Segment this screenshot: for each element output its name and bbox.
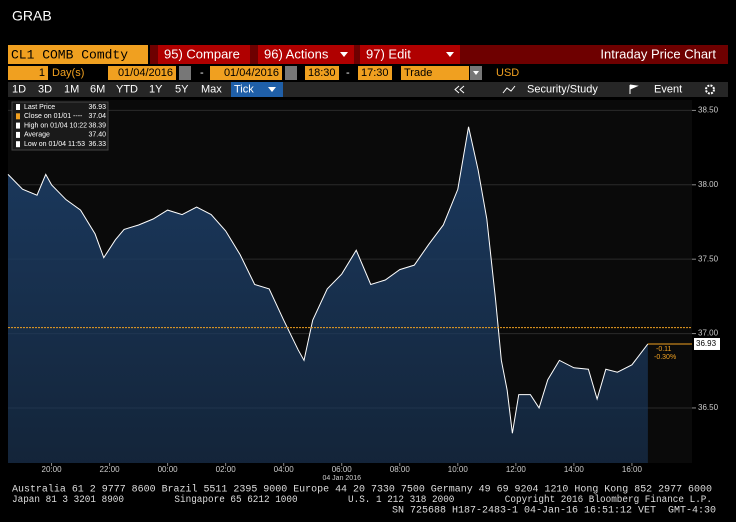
- area: [8, 126, 648, 463]
- legend-label: Last Price: [24, 104, 55, 111]
- x-tick-label: 06:00: [332, 465, 353, 474]
- x-tick-label: 02:00: [216, 465, 237, 474]
- command-button[interactable]: [158, 45, 250, 64]
- change-pct-label: -0.30%: [654, 354, 676, 361]
- legend-symbol: [16, 104, 20, 110]
- price-line: [7, 126, 649, 434]
- period: 1: [39, 67, 45, 79]
- x-date-label: 04 Jan 2016: [322, 475, 361, 482]
- tab[interactable]: 6M: [90, 83, 105, 95]
- settings-icon[interactable]: [705, 84, 715, 95]
- tab[interactable]: 5Y: [175, 83, 189, 95]
- legend-label: Close on 01/01 ----: [24, 113, 83, 120]
- page-title: Intraday Price Chart: [600, 46, 716, 61]
- tab[interactable]: 3D: [38, 83, 52, 95]
- legend-value: 38.39: [88, 122, 106, 129]
- window-title: GRAB: [12, 8, 52, 24]
- start-date: 01/04/2016: [118, 67, 173, 79]
- tab-group: 1D 3D 1M 6M YTD 1Y 5Y Max Tick: [12, 82, 283, 97]
- tab[interactable]: YTD: [116, 83, 138, 95]
- x-tick-label: 20:00: [42, 465, 63, 474]
- command-button[interactable]: [258, 45, 354, 64]
- x-tick-label: 10:00: [448, 465, 469, 474]
- tab[interactable]: Tick: [234, 83, 254, 95]
- tab[interactable]: 1Y: [149, 83, 163, 95]
- legend-symbol: [16, 141, 20, 148]
- collapse-icon[interactable]: [454, 85, 465, 94]
- y-tick-label: 38.50: [698, 106, 719, 115]
- end-date-field[interactable]: [210, 66, 282, 80]
- command-label: 95) Compare: [164, 46, 240, 61]
- x-tick-label: 00:00: [158, 465, 179, 474]
- last-price-label: 36.93: [696, 339, 717, 348]
- chart: 36.50 37.00 37.50 38.00 38.50 36.93 -0.11-0.30…: [7, 100, 720, 482]
- tab-bar: [8, 82, 728, 97]
- legend-symbol: [16, 131, 20, 138]
- ticker-field[interactable]: [8, 45, 148, 64]
- ticker: CL1 COMB Comdty: [11, 47, 128, 62]
- dropdown-arrow: [446, 52, 454, 57]
- study-icon: [502, 85, 516, 94]
- end-time: 17:30: [361, 67, 389, 79]
- toolbar-button[interactable]: Event: [654, 83, 682, 95]
- x-tick-label: 08:00: [390, 465, 411, 474]
- y-tick-label: 36.50: [698, 403, 719, 412]
- legend-symbol: [16, 122, 20, 129]
- start-date-field[interactable]: [108, 66, 176, 80]
- tab-arrow: [268, 87, 276, 92]
- currency: USD: [496, 67, 519, 79]
- event-icon: [629, 84, 639, 94]
- y-tick-label: 38.00: [698, 180, 719, 189]
- start-time: 18:30: [308, 67, 336, 79]
- x-tick-label: 22:00: [100, 465, 121, 474]
- time-separator: -: [346, 67, 350, 79]
- last-price-flag: [694, 337, 720, 350]
- y-tick-label: 37.00: [698, 329, 719, 338]
- end-time-field[interactable]: [358, 66, 392, 80]
- footer-line: SN 725688 H187-2483-1 04-Jan-16 16:51:12…: [392, 506, 716, 517]
- start-time-field[interactable]: [305, 66, 339, 80]
- calendar-icon[interactable]: [179, 66, 191, 80]
- x-tick-label: 12:00: [506, 465, 527, 474]
- x-tick-label: 16:00: [622, 465, 643, 474]
- period-unit: Day(s): [52, 67, 84, 79]
- tab[interactable]: 1D: [12, 83, 26, 95]
- command-label: 97) Edit: [366, 46, 411, 61]
- legend: [11, 101, 109, 151]
- legend-label: Low on 01/04 11:53: [24, 141, 85, 148]
- tab[interactable]: Max: [201, 83, 222, 95]
- dropdown-arrow: [473, 71, 479, 75]
- x-tick-label: 04:00: [274, 465, 295, 474]
- legend-value: 37.04: [88, 113, 106, 120]
- legend-value: 37.40: [88, 132, 106, 139]
- active-tab[interactable]: [231, 82, 283, 97]
- period-field[interactable]: [8, 66, 48, 80]
- legend-value: 36.33: [88, 141, 106, 148]
- x-tick-label: 14:00: [564, 465, 585, 474]
- footer-line: Japan 81 3 3201 8900 Singapore 65 6212 1…: [12, 494, 712, 506]
- footer-line: Australia 61 2 9777 8600 Brazil 5511 239…: [12, 484, 712, 496]
- field-select[interactable]: [401, 66, 469, 80]
- y-tick-label: 37.50: [698, 254, 719, 263]
- legend-value: 36.93: [88, 104, 106, 111]
- toolbar-button[interactable]: Security/Study: [527, 83, 598, 95]
- end-date: 01/04/2016: [224, 67, 279, 79]
- button-group: 95) Compare 96) Actions 97) Edit: [158, 45, 460, 64]
- legend-symbol: [16, 113, 20, 120]
- footer: Australia 61 2 9777 8600 Brazil 5511 239…: [12, 484, 716, 517]
- calendar-icon[interactable]: [285, 66, 297, 80]
- change-label: -0.11: [656, 346, 672, 353]
- legend-label: Average: [24, 132, 50, 139]
- dropdown-arrow: [340, 52, 348, 57]
- legend-label: High on 01/04 10:22: [24, 122, 87, 129]
- command-label: 96) Actions: [264, 46, 329, 61]
- tab[interactable]: 1M: [64, 83, 79, 95]
- date-separator: -: [200, 67, 204, 79]
- field: Trade: [404, 67, 432, 79]
- command-button[interactable]: [360, 45, 460, 64]
